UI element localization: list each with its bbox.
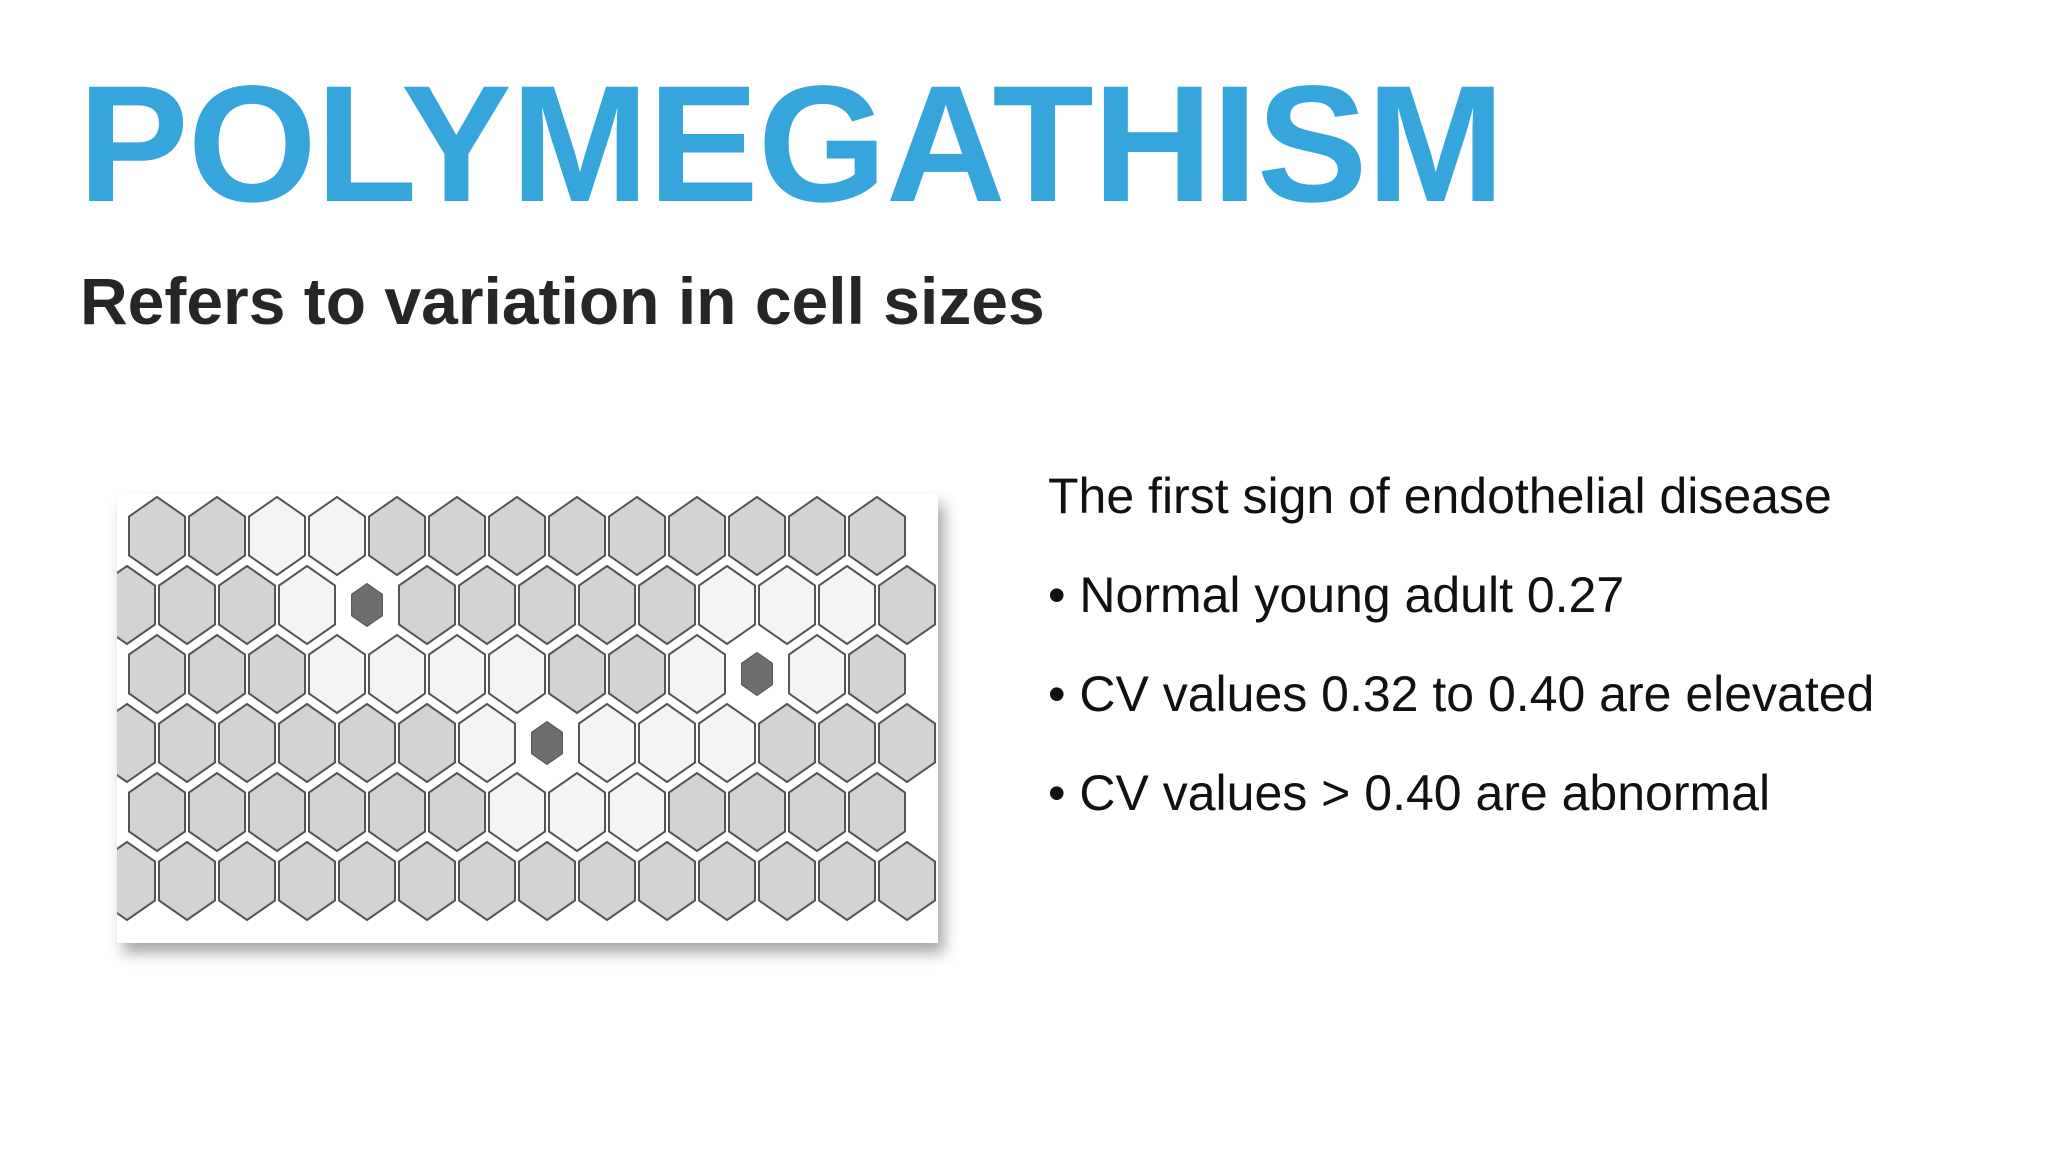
cell [428,633,486,715]
cell [368,633,426,715]
cell [308,495,366,577]
cell [248,633,306,715]
cell [188,633,246,715]
cell [818,702,876,784]
cell [548,633,606,715]
cell [218,840,276,922]
cell [158,564,216,646]
cell [368,771,426,853]
cell [758,564,816,646]
cell [818,840,876,922]
cell [788,633,846,715]
cell [608,771,666,853]
cell [728,771,786,853]
cell [548,771,606,853]
cell-illustration [117,494,938,943]
cell [878,840,936,922]
cell [458,840,516,922]
cell [848,771,906,853]
cell [278,702,336,784]
cell [818,564,876,646]
cell [428,771,486,853]
cell [638,702,696,784]
cell [158,840,216,922]
cell [188,495,246,577]
bullet: • Normal young adult 0.27 [1048,567,1625,623]
cell [698,840,756,922]
cell [308,633,366,715]
cell [458,564,516,646]
cell [608,495,666,577]
cell [741,651,773,697]
cell [278,564,336,646]
cell [248,771,306,853]
cell [518,564,576,646]
cell [531,720,563,766]
cell [788,771,846,853]
intro-text: The first sign of endothelial disease [1048,468,1832,524]
slide-title: POLYMEGATHISM [78,52,1505,237]
cell [488,771,546,853]
cell [728,495,786,577]
cell [398,840,456,922]
cell [548,495,606,577]
cell [788,495,846,577]
cell [878,702,936,784]
cell [308,771,366,853]
cell [668,495,726,577]
cell [188,771,246,853]
bullet: • CV values > 0.40 are abnormal [1048,765,1771,821]
cell [218,702,276,784]
cell [398,702,456,784]
bullet: • CV values 0.32 to 0.40 are elevated [1048,666,1875,722]
cell [518,840,576,922]
cell [878,564,936,646]
cell [117,840,156,922]
cell [117,564,156,646]
cell [351,582,383,628]
cell [158,702,216,784]
cell [488,495,546,577]
cell [248,495,306,577]
cell [338,840,396,922]
cell [398,564,456,646]
cell [338,702,396,784]
cell [428,495,486,577]
cell [848,633,906,715]
cell [218,564,276,646]
cell [368,495,426,577]
cell [128,633,186,715]
cell [698,702,756,784]
cell [578,840,636,922]
cell [117,702,156,784]
cell [578,564,636,646]
text-block: The first sign of endothelial disease • … [1048,468,1875,868]
cell [848,495,906,577]
cell [458,702,516,784]
cell [128,495,186,577]
cell [128,771,186,853]
cell [278,840,336,922]
cell [578,702,636,784]
cell [758,702,816,784]
cell [488,633,546,715]
cell [758,840,816,922]
cell [608,633,666,715]
cell [668,633,726,715]
cell [668,771,726,853]
cell [698,564,756,646]
cell [638,564,696,646]
cell [638,840,696,922]
slide-subtitle: Refers to variation in cell sizes [80,264,1045,338]
cell-mosaic [117,495,936,922]
